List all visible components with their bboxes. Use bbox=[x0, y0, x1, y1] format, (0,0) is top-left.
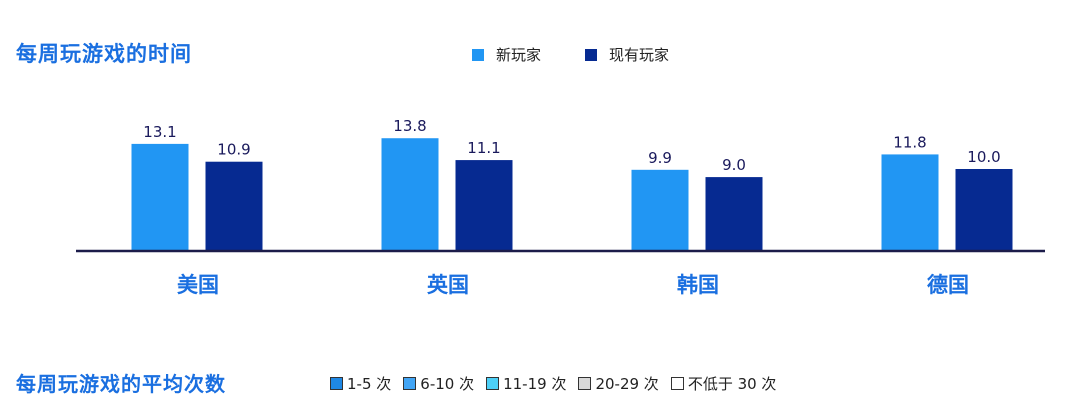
value-label-existing-2: 11.1 bbox=[467, 139, 500, 157]
bar-existing-2 bbox=[455, 160, 513, 250]
freq-swatch-5 bbox=[670, 377, 684, 390]
value-label-new-4: 11.8 bbox=[893, 133, 926, 151]
legend-item-new: 新玩家 bbox=[472, 44, 541, 65]
bar-new-4 bbox=[881, 154, 939, 250]
category-label-3: 韩国 bbox=[677, 273, 719, 297]
value-label-new-1: 13.1 bbox=[143, 123, 176, 141]
freq-label-2: 6-10 次 bbox=[420, 375, 475, 393]
value-label-existing-1: 10.9 bbox=[217, 141, 250, 159]
freq-label-1: 1-5 次 bbox=[347, 375, 392, 393]
freq-legend-item-4: 20-29 次 bbox=[578, 373, 659, 394]
freq-swatch-3 bbox=[486, 377, 500, 390]
legend-swatch-new bbox=[472, 48, 484, 61]
value-label-existing-3: 9.0 bbox=[722, 156, 746, 174]
legend-label-existing: 现有玩家 bbox=[609, 46, 670, 64]
legend-swatch-existing bbox=[585, 48, 598, 61]
freq-swatch-1 bbox=[330, 377, 343, 390]
value-label-existing-4: 10.0 bbox=[967, 148, 1000, 166]
bar-new-3 bbox=[631, 169, 689, 250]
freq-legend-item-1: 1-5 次 bbox=[330, 373, 391, 394]
category-label-2: 英国 bbox=[427, 273, 469, 297]
bar-existing-4 bbox=[955, 169, 1013, 250]
freq-label-3: 11-19 次 bbox=[503, 375, 567, 393]
freq-label-4: 20-29 次 bbox=[595, 375, 659, 393]
value-label-new-3: 9.9 bbox=[648, 149, 672, 167]
top-legend: 新玩家 现有玩家 bbox=[472, 44, 669, 65]
freq-swatch-2 bbox=[403, 377, 417, 390]
frequency-legend: 1-5 次 6-10 次 11-19 次 20-29 次 不低于 30 次 bbox=[330, 373, 776, 394]
freq-label-5: 不低于 30 次 bbox=[687, 375, 777, 393]
value-label-new-2: 13.8 bbox=[393, 117, 426, 135]
legend-label-new: 新玩家 bbox=[496, 46, 542, 64]
bar-new-2 bbox=[381, 138, 439, 250]
bar-new-1 bbox=[131, 143, 189, 250]
chart-title: 每周玩游戏的时间 bbox=[16, 42, 192, 66]
freq-legend-item-3: 11-19 次 bbox=[486, 373, 566, 394]
bar-existing-3 bbox=[705, 177, 763, 250]
bar-chart: 13.1 10.9 美国 13.8 11.1 英国 9.9 9.0 韩国 11.8 10.0 德国 bbox=[76, 117, 1045, 297]
bar-existing-1 bbox=[205, 161, 263, 250]
frequency-title: 每周玩游戏的平均次数 bbox=[16, 372, 226, 396]
freq-swatch-4 bbox=[578, 377, 592, 390]
legend-item-existing: 现有玩家 bbox=[585, 44, 669, 65]
category-label-1: 美国 bbox=[177, 273, 219, 297]
freq-legend-item-5: 不低于 30 次 bbox=[670, 373, 777, 394]
freq-legend-item-2: 6-10 次 bbox=[403, 373, 474, 394]
category-label-4: 德国 bbox=[927, 273, 969, 297]
